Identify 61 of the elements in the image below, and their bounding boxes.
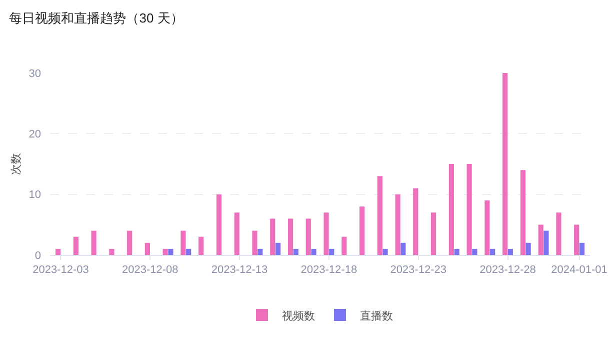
bar xyxy=(556,212,562,255)
x-tick-label: 2023-12-03 xyxy=(32,264,89,276)
bar xyxy=(526,242,531,255)
legend-label: 直播数 xyxy=(360,309,393,322)
legend-label: 视频数 xyxy=(282,309,315,322)
bar xyxy=(91,230,96,255)
bar xyxy=(127,230,132,255)
bar xyxy=(472,248,478,255)
bar xyxy=(186,248,192,255)
bar xyxy=(359,206,365,255)
bar xyxy=(258,248,263,255)
bar xyxy=(377,176,382,255)
bar xyxy=(342,236,347,255)
x-tick-label: 2023-12-13 xyxy=(211,264,268,276)
bar xyxy=(382,248,388,255)
x-tick-label: 2023-12-18 xyxy=(300,264,358,276)
bar xyxy=(234,212,240,255)
bar xyxy=(162,248,168,255)
bar xyxy=(395,194,400,255)
bar xyxy=(490,248,496,255)
x-tick-label: 2023-12-08 xyxy=(122,264,178,276)
x-tick-label: 2023-12-28 xyxy=(480,264,536,276)
bar xyxy=(484,200,490,255)
bar xyxy=(252,230,258,255)
y-tick-label: 10 xyxy=(28,189,41,202)
bar xyxy=(413,188,418,255)
bar xyxy=(144,242,150,255)
bar xyxy=(574,224,580,255)
bar xyxy=(544,230,549,255)
y-tick-label: 0 xyxy=(34,250,41,262)
x-tick-label: 2024-01-01 xyxy=(551,264,608,276)
bar xyxy=(324,212,329,255)
bar xyxy=(180,230,186,255)
bar xyxy=(520,170,526,255)
bar xyxy=(538,224,544,255)
bar xyxy=(73,236,78,255)
chart-title: 每日视频和直播趋势（30 天） xyxy=(9,10,184,26)
y-axis-title: 次数 xyxy=(10,153,22,175)
bar xyxy=(579,242,584,255)
bar xyxy=(56,248,61,255)
y-tick-label: 30 xyxy=(28,68,41,80)
bar xyxy=(168,248,174,255)
bar xyxy=(466,164,472,255)
bar xyxy=(508,248,513,255)
bar xyxy=(198,236,204,255)
bar xyxy=(109,248,114,255)
bar xyxy=(288,218,294,255)
x-tick-label: 2023-12-23 xyxy=(390,264,446,276)
bar xyxy=(293,248,298,255)
bar xyxy=(329,248,334,255)
bar xyxy=(502,73,508,255)
bar xyxy=(270,218,276,255)
bar xyxy=(448,164,454,255)
y-tick-label: 20 xyxy=(28,128,41,141)
bar xyxy=(275,242,281,255)
bar xyxy=(400,242,406,255)
bar xyxy=(454,248,460,255)
bar xyxy=(311,248,316,255)
bar xyxy=(306,218,311,255)
bar xyxy=(216,194,222,255)
bar xyxy=(431,212,436,255)
